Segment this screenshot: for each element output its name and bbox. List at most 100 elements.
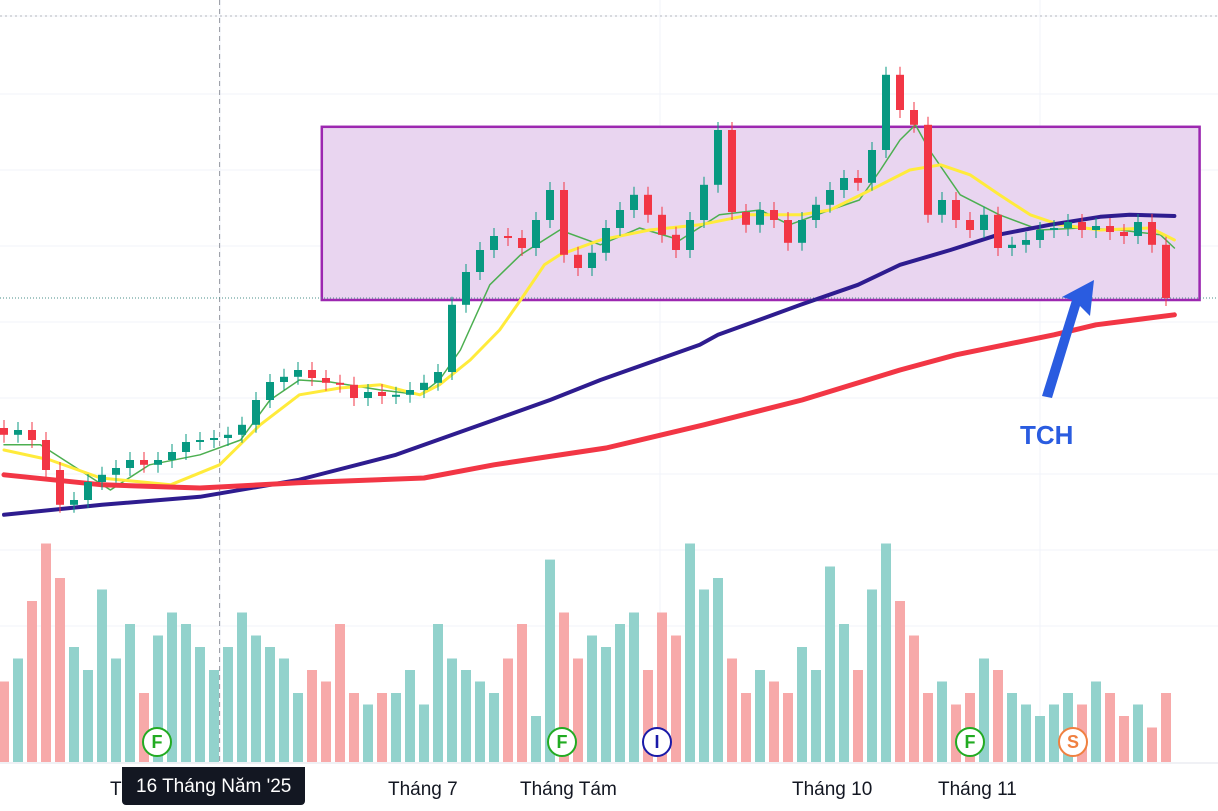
candles — [0, 66, 1170, 513]
volume-bar — [153, 635, 163, 762]
candle-body — [644, 194, 652, 215]
volume-bar — [1133, 704, 1143, 762]
volume-bar — [139, 693, 149, 762]
volume-bar — [125, 624, 135, 762]
volume-bar — [335, 624, 345, 762]
candle-body — [322, 378, 330, 383]
candle-body — [854, 178, 862, 183]
time-axis[interactable]: T 16 Tháng Năm '25 Tháng 7 Tháng Tám Thá… — [0, 765, 1218, 811]
candle-body — [266, 382, 274, 400]
candle-body — [770, 210, 778, 220]
volume-bar — [1049, 704, 1059, 762]
candle-body — [952, 200, 960, 220]
candle-body — [364, 392, 372, 398]
volume-bars — [0, 543, 1171, 762]
moving-average-line-ma-200 — [1, 312, 1177, 491]
volume-bar — [825, 566, 835, 762]
volume-bar — [1035, 716, 1045, 762]
volume-bar — [391, 693, 401, 762]
candle-body — [924, 124, 932, 215]
volume-bar — [881, 543, 891, 762]
candle-body — [126, 460, 134, 468]
volume-bar — [573, 658, 583, 762]
candle-body — [658, 214, 666, 235]
moving-average-line-ma-20 — [2, 163, 1176, 487]
candle-body — [280, 376, 288, 382]
volume-bar — [363, 704, 373, 762]
candle-body — [532, 220, 540, 248]
volume-bar — [489, 693, 499, 762]
candle-body — [728, 130, 736, 212]
volume-bar — [727, 658, 737, 762]
volume-bar — [601, 647, 611, 762]
candle-body — [448, 304, 456, 372]
volume-bar — [223, 647, 233, 762]
volume-bar — [1161, 693, 1171, 762]
event-marker-s[interactable]: S — [1058, 727, 1088, 757]
candle-body — [798, 220, 806, 243]
blue-arrow-icon — [1042, 280, 1094, 398]
volume-bar — [349, 693, 359, 762]
candle-body — [112, 468, 120, 475]
candle-body — [336, 382, 344, 385]
volume-bar — [251, 635, 261, 762]
candle-body — [168, 452, 176, 460]
volume-bar — [0, 681, 9, 762]
volume-bar — [111, 658, 121, 762]
volume-bar — [69, 647, 79, 762]
tch-annotation-label[interactable]: TCH — [1020, 420, 1074, 450]
candle-body — [1092, 226, 1100, 230]
volume-bar — [755, 670, 765, 762]
volume-bar — [559, 612, 569, 762]
candle-body — [308, 370, 316, 378]
candle-body — [1148, 222, 1156, 245]
candle-body — [980, 214, 988, 230]
candle-body — [0, 428, 8, 435]
x-tick-label: Tháng 11 — [938, 779, 1017, 800]
volume-bar — [615, 624, 625, 762]
event-marker-f[interactable]: F — [142, 727, 172, 757]
event-marker-f[interactable]: F — [955, 727, 985, 757]
range-box[interactable] — [0, 125, 1218, 302]
volume-bar — [643, 670, 653, 762]
volume-bar — [83, 670, 93, 762]
candle-body — [1106, 226, 1114, 232]
candle-body — [994, 214, 1002, 248]
candle-body — [1050, 228, 1058, 230]
candle-body — [672, 234, 680, 250]
volume-bar — [475, 681, 485, 762]
volume-bar — [461, 670, 471, 762]
candle-body — [868, 150, 876, 183]
candle-body — [966, 220, 974, 230]
volume-bar — [433, 624, 443, 762]
candle-body — [1008, 244, 1016, 248]
volume-bar — [41, 543, 51, 762]
event-marker-i[interactable]: I — [642, 727, 672, 757]
x-tick-label: Tháng 7 — [388, 779, 458, 800]
candle-body — [490, 236, 498, 250]
candle-body — [140, 460, 148, 465]
candle-body — [756, 210, 764, 225]
volume-bar — [97, 589, 107, 762]
volume-bar — [447, 658, 457, 762]
volume-bar — [377, 693, 387, 762]
volume-bar — [321, 681, 331, 762]
volume-bar — [979, 658, 989, 762]
price-chart[interactable] — [0, 0, 1218, 765]
volume-bar — [629, 612, 639, 762]
event-marker-f[interactable]: F — [547, 727, 577, 757]
candle-body — [1162, 244, 1170, 298]
candle-body — [84, 482, 92, 500]
candle-body — [910, 110, 918, 125]
candle-body — [224, 434, 232, 438]
volume-bar — [951, 704, 961, 762]
volume-bar — [419, 704, 429, 762]
candle-body — [518, 238, 526, 248]
candle-body — [896, 74, 904, 110]
candle-body — [1134, 222, 1142, 236]
candle-body — [826, 190, 834, 205]
candle-body — [476, 250, 484, 272]
candle-body — [182, 442, 190, 452]
candle-body — [588, 252, 596, 268]
arrow-annotation[interactable] — [1042, 280, 1094, 398]
